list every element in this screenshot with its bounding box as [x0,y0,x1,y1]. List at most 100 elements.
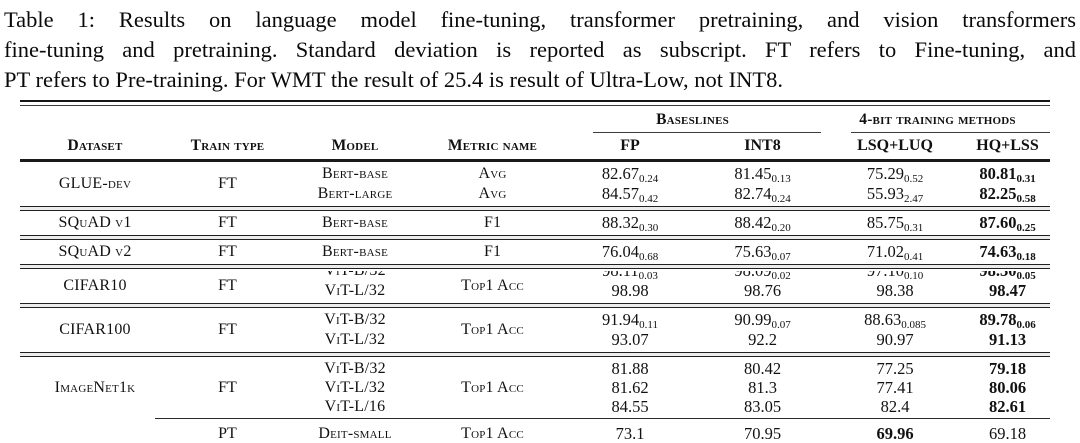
table-caption: Table 1: Results on language model fine-… [0,0,1080,95]
cell-value-fp: 84.570.42 [601,184,659,205]
cell-metric: Top1 Acc [461,321,524,338]
cell-value-hq-lss: 80.06 [988,378,1027,397]
group-header-4bit-label: 4-bit training methods [859,111,1016,128]
cell-model: ViT-B/32 [324,311,386,328]
cell-value-lsq-luq: 69.96 [876,424,914,443]
cell-value-lsq-luq: 82.4 [880,397,910,416]
cell-dataset: ImageNet1k [54,378,136,396]
cell-value-hq-lss: 82.250.58 [979,184,1036,205]
cell-value-int8: 90.990.07 [734,310,791,331]
cell-value-hq-lss: 89.780.06 [979,310,1036,331]
section-cifar100: CIFAR100 FT ViT-B/32 ViT-L/32 Top1 Acc 9… [20,308,1050,352]
cell-value-int8: 82.740.24 [734,184,791,205]
cell-value-fp: 82.670.24 [601,164,659,185]
section-imagenet1k-ft: ImageNet1k FT ViT-B/32 ViT-L/32 ViT-L/16… [20,357,1050,418]
cell-metric: Avg [478,165,507,182]
cell-train-type: FT [218,321,237,338]
cell-value-lsq-luq: 75.290.52 [866,164,924,185]
cell-value-lsq-luq: 98.38 [876,281,914,300]
group-header-baselines-label: Baseslines [656,111,729,128]
section-rule [20,235,1050,240]
cell-value-fp: 98.98 [611,281,649,300]
cell-train-type: FT [218,277,237,294]
cell-model: ViT-L/32 [324,379,386,396]
cell-value-int8: 92.2 [748,330,777,349]
group-header-4bit: 4-bit training methods [825,111,1050,133]
cell-value-int8: 81.450.13 [734,164,791,185]
cell-train-type: FT [218,378,237,396]
cell-value-lsq-luq: 71.020.41 [866,242,924,263]
section-cifar10: CIFAR10 FT ViT-B/32 ViT-L/32 Top1 Acc 98… [20,269,1050,303]
cell-value-hq-lss: 79.18 [988,359,1027,378]
cell-dataset: CIFAR10 [63,277,127,294]
cell-value-fp-clipped: 98.110.03 [602,271,658,281]
cell-value-fp: 88.320.30 [601,213,659,234]
cell-dataset: CIFAR100 [59,321,131,338]
cell-value-int8: 88.420.20 [734,213,791,234]
cell-value-hq-lss: 91.13 [988,330,1027,349]
cell-value-int8-clipped: 98.090.02 [734,271,791,281]
column-header-fp: FP [620,137,640,154]
cmidrule-baselines [593,132,821,133]
cell-metric: F1 [484,214,501,231]
cell-dataset: GLUE-dev [58,175,132,192]
group-header-baselines: Baseslines [560,111,825,133]
section-rule [20,264,1050,269]
column-header-dataset: Dataset [67,137,123,154]
cell-value-fp: 81.62 [611,378,649,397]
cell-value-fp: 93.07 [611,330,649,349]
cell-value-lsq-luq: 85.750.31 [866,213,924,234]
cell-model: ViT-L/32 [324,331,386,348]
column-header-model: Model [331,137,379,154]
cell-value-hq-lss-clipped: 98.300.05 [979,271,1036,281]
section-squad-v1: SQuAD v1 FT Bert-base F1 88.320.30 88.42… [20,211,1050,235]
cell-metric: Top1 Acc [461,425,524,442]
cell-value-hq-lss: 98.47 [988,281,1027,300]
cell-value-lsq-luq: 88.630.085 [864,310,926,331]
cell-value-lsq-luq: 77.25 [876,359,914,378]
cell-model: Bert-base [321,165,389,182]
cell-metric: Top1 Acc [461,277,524,294]
section-rule [20,303,1050,308]
cell-train-type: FT [218,243,237,260]
column-header-metric-name: Metric name [447,137,538,154]
cell-model-clipped: ViT-B/32 [324,271,386,281]
cell-value-fp: 76.040.68 [601,242,659,263]
cell-value-lsq-luq: 90.97 [876,330,914,349]
section-glue-dev: GLUE-dev FT Bert-base Bert-large Avg Avg… [20,162,1050,206]
cell-train-type: PT [218,425,237,442]
cell-value-hq-lss: 74.630.18 [979,242,1036,263]
cell-train-type: FT [218,175,237,192]
table-top-rule [20,100,1050,106]
section-imagenet1k-pt: PT Deit-small Top1 Acc 73.1 70.95 69.96 … [20,421,1050,443]
cell-value-hq-lss: 69.18 [988,424,1027,443]
cell-metric: F1 [484,243,501,260]
cell-dataset: SQuAD v2 [58,243,132,260]
cell-train-type: FT [218,214,237,231]
section-squad-v2: SQuAD v2 FT Bert-base F1 76.040.68 75.63… [20,240,1050,264]
group-header-row: Baseslines 4-bit training methods [20,106,1050,133]
caption-line: fine-tuning and pretraining. Standard de… [4,37,1076,62]
caption-line: Table 1: Results on language model fine-… [4,7,1076,32]
cell-model: Bert-base [321,243,389,260]
cell-model: Deit-small [318,425,392,442]
section-rule [20,352,1050,357]
cell-model: ViT-B/32 [324,360,386,377]
partial-rule-pt [155,418,1050,421]
cell-value-lsq-luq: 55.932.47 [866,184,924,205]
cell-value-int8: 98.76 [743,281,782,300]
header-rule [20,159,1050,162]
cell-model: Bert-base [321,214,389,231]
column-header-row: Dataset Train type Model Metric name FP … [20,133,1050,159]
cell-value-int8: 80.42 [743,359,782,378]
cell-model: ViT-L/16 [324,398,386,415]
cell-model: Bert-large [317,185,393,202]
cell-dataset: SQuAD v1 [58,214,132,231]
cell-value-hq-lss: 80.810.31 [979,164,1036,185]
cell-dataset-empty [20,424,170,443]
caption-line: PT refers to Pre-training. For WMT the r… [4,67,784,92]
cell-value-int8: 83.05 [743,397,782,416]
cell-value-fp: 84.55 [611,397,649,416]
cell-value-fp: 73.1 [615,424,645,443]
column-header-train-type: Train type [190,137,265,154]
